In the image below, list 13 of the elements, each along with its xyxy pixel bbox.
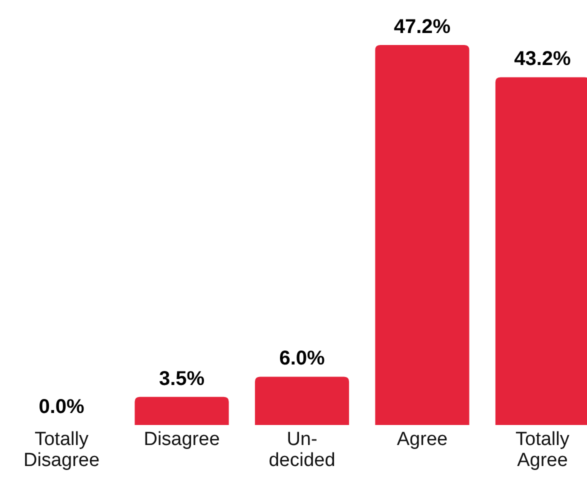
data-label: 0.0% bbox=[38, 396, 85, 418]
data-label: 47.2% bbox=[394, 16, 451, 38]
data-label: 6.0% bbox=[279, 348, 326, 370]
bar bbox=[375, 45, 470, 425]
bar bbox=[134, 396, 229, 425]
data-label: 3.5% bbox=[158, 368, 205, 390]
x-tick-label: Totally Disagree bbox=[24, 429, 100, 471]
x-tick-label: Un- decided bbox=[268, 429, 336, 471]
x-tick-label: Totally Agree bbox=[516, 429, 570, 471]
x-tick-label: Disagree bbox=[144, 429, 220, 450]
x-tick-label: Agree bbox=[396, 429, 448, 450]
data-label: 43.2% bbox=[514, 48, 572, 70]
bar bbox=[254, 376, 350, 425]
